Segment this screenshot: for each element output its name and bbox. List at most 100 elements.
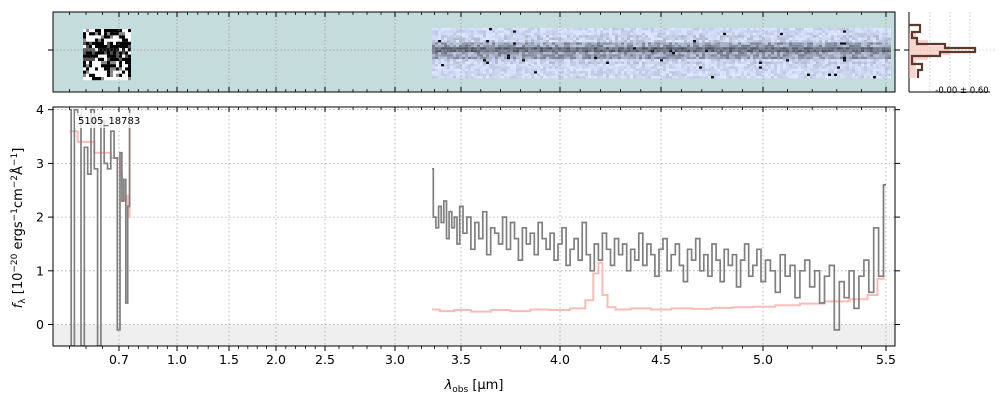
- spectrum-2d-cell: [705, 54, 708, 57]
- spectrum-2d-cell: [711, 56, 714, 60]
- spectrum-2d-cell: [675, 49, 678, 52]
- spectrum-2d-cell: [528, 54, 531, 57]
- spectrum-2d-cell: [711, 71, 714, 74]
- spectrum-2d-cell: [486, 68, 489, 72]
- spectrum-2d-cell: [459, 61, 462, 64]
- spectrum-2d-cell: [801, 47, 804, 50]
- spectrum-2d-cell: [600, 30, 603, 33]
- spectrum-2d-grid: [53, 12, 895, 92]
- spectrum-2d-cell: [666, 54, 669, 57]
- spectrum-2d-cell: [867, 59, 870, 62]
- spectrum-2d-cell: [705, 30, 708, 33]
- spectrum-2d-cell: [792, 54, 795, 57]
- spectrum-2d-cell: [672, 54, 675, 57]
- spectrum-2d-cell: [813, 28, 816, 31]
- spectrum-2d-cell: [861, 28, 864, 31]
- spectrum-2d-cell: [876, 71, 879, 74]
- spectrum-2d-cell: [83, 67, 86, 71]
- spectrum-2d-cell: [813, 42, 816, 45]
- spectrum-2d-cell: [657, 52, 660, 55]
- spectrum-2d-cell: [570, 71, 573, 74]
- spectrum-2d-cell: [681, 71, 684, 74]
- spectrum-2d-cell: [600, 52, 603, 55]
- spectrum-2d-cell: [825, 71, 828, 74]
- spectrum-2d-cell: [101, 61, 104, 65]
- spectrum-2d-cell: [639, 59, 642, 62]
- spectrum-2d-cell: [798, 61, 801, 64]
- spectrum-2d-cell: [822, 28, 825, 31]
- spectrum-2d-cell: [522, 44, 525, 48]
- spectrum-2d-cell: [588, 49, 591, 52]
- spectrum-2d-cell: [534, 42, 537, 45]
- spectrum-2d-cell: [879, 64, 882, 67]
- spectrum-2d-cell: [474, 64, 477, 67]
- spectrum-2d-cell: [113, 32, 116, 36]
- spectrum-2d-cell: [828, 47, 831, 50]
- spectrum-2d-cell: [693, 76, 696, 79]
- spectrum-2d-cell: [441, 42, 444, 45]
- spectrum-2d-cell: [864, 59, 867, 62]
- spectrum-2d-cell: [471, 68, 474, 72]
- spectrum-2d-cell: [768, 56, 771, 60]
- spectrum-2d-cell: [771, 28, 774, 31]
- spectrum-2d-cell: [798, 32, 801, 36]
- spectrum-2d-cell: [627, 71, 630, 74]
- spectrum-2d-cell: [540, 44, 543, 48]
- spectrum-2d-cell: [774, 61, 777, 64]
- spectrum-2d-cell: [690, 30, 693, 33]
- spectrum-2d-cell: [873, 66, 876, 69]
- spectrum-2d-cell: [555, 56, 558, 60]
- spectrum-2d-cell: [486, 64, 489, 67]
- spectrum-2d-cell: [855, 71, 858, 74]
- spectrum-2d-cell: [693, 28, 696, 31]
- spectrum-2d-cell: [687, 37, 690, 40]
- spectrum-2d-cell: [732, 42, 735, 45]
- spectrum-2d-cell: [738, 52, 741, 55]
- spectrum-2d-cell: [726, 35, 729, 38]
- spectrum-2d-cell: [855, 73, 858, 76]
- spectrum-2d-cell: [846, 66, 849, 69]
- spectrum-2d-cell: [732, 61, 735, 64]
- y-tick-label: 2: [36, 210, 44, 225]
- spectrum-2d-cell: [819, 64, 822, 67]
- spectrum-2d-cell: [780, 30, 783, 33]
- spectrum-2d-cell: [780, 47, 783, 50]
- spectrum-2d-cell: [861, 52, 864, 55]
- spectrum-2d-cell: [663, 32, 666, 36]
- spectrum-2d-cell: [531, 47, 534, 50]
- spectrum-2d-cell: [879, 73, 882, 76]
- spectrum-2d-cell: [564, 59, 567, 62]
- spectrum-2d-cell: [576, 40, 579, 43]
- spectrum-2d-cell: [840, 30, 843, 33]
- spectrum-2d-cell: [882, 68, 885, 72]
- spectrum-2d-cell: [816, 35, 819, 38]
- spectrum-2d-cell: [107, 48, 110, 52]
- spectrum-2d-cell: [486, 32, 489, 36]
- spectrum-2d-cell: [591, 73, 594, 76]
- spectrum-2d-cell: [870, 73, 873, 76]
- spectrum-2d-cell: [750, 64, 753, 67]
- spectrum-2d-cell: [837, 44, 840, 48]
- spectrum-2d-cell: [582, 47, 585, 50]
- spectrum-2d-cell: [125, 38, 128, 42]
- spectrum-2d-cell: [474, 47, 477, 50]
- spectrum-2d-cell: [756, 52, 759, 55]
- spectrum-2d-cell: [516, 73, 519, 76]
- spectrum-2d-cell: [522, 37, 525, 40]
- spectrum-2d-cell: [492, 28, 495, 31]
- spectrum-2d-cell: [690, 76, 693, 79]
- spectrum-2d-cell: [507, 47, 510, 50]
- spectrum-2d-cell: [561, 42, 564, 45]
- spectrum-2d-cell: [717, 35, 720, 38]
- spectrum-2d-cell: [870, 68, 873, 72]
- spectrum-2d-cell: [699, 52, 702, 55]
- spectrum-2d-cell: [840, 54, 843, 57]
- spectrum-2d-cell: [690, 37, 693, 40]
- spectrum-2d-cell: [663, 47, 666, 50]
- spectrum-2d-cell: [128, 48, 131, 52]
- spectrum-2d-cell: [468, 61, 471, 64]
- spectrum-2d-cell: [609, 76, 612, 79]
- spectrum-2d-cell: [669, 73, 672, 76]
- spectrum-2d-cell: [567, 54, 570, 57]
- spectrum-2d-cell: [555, 52, 558, 55]
